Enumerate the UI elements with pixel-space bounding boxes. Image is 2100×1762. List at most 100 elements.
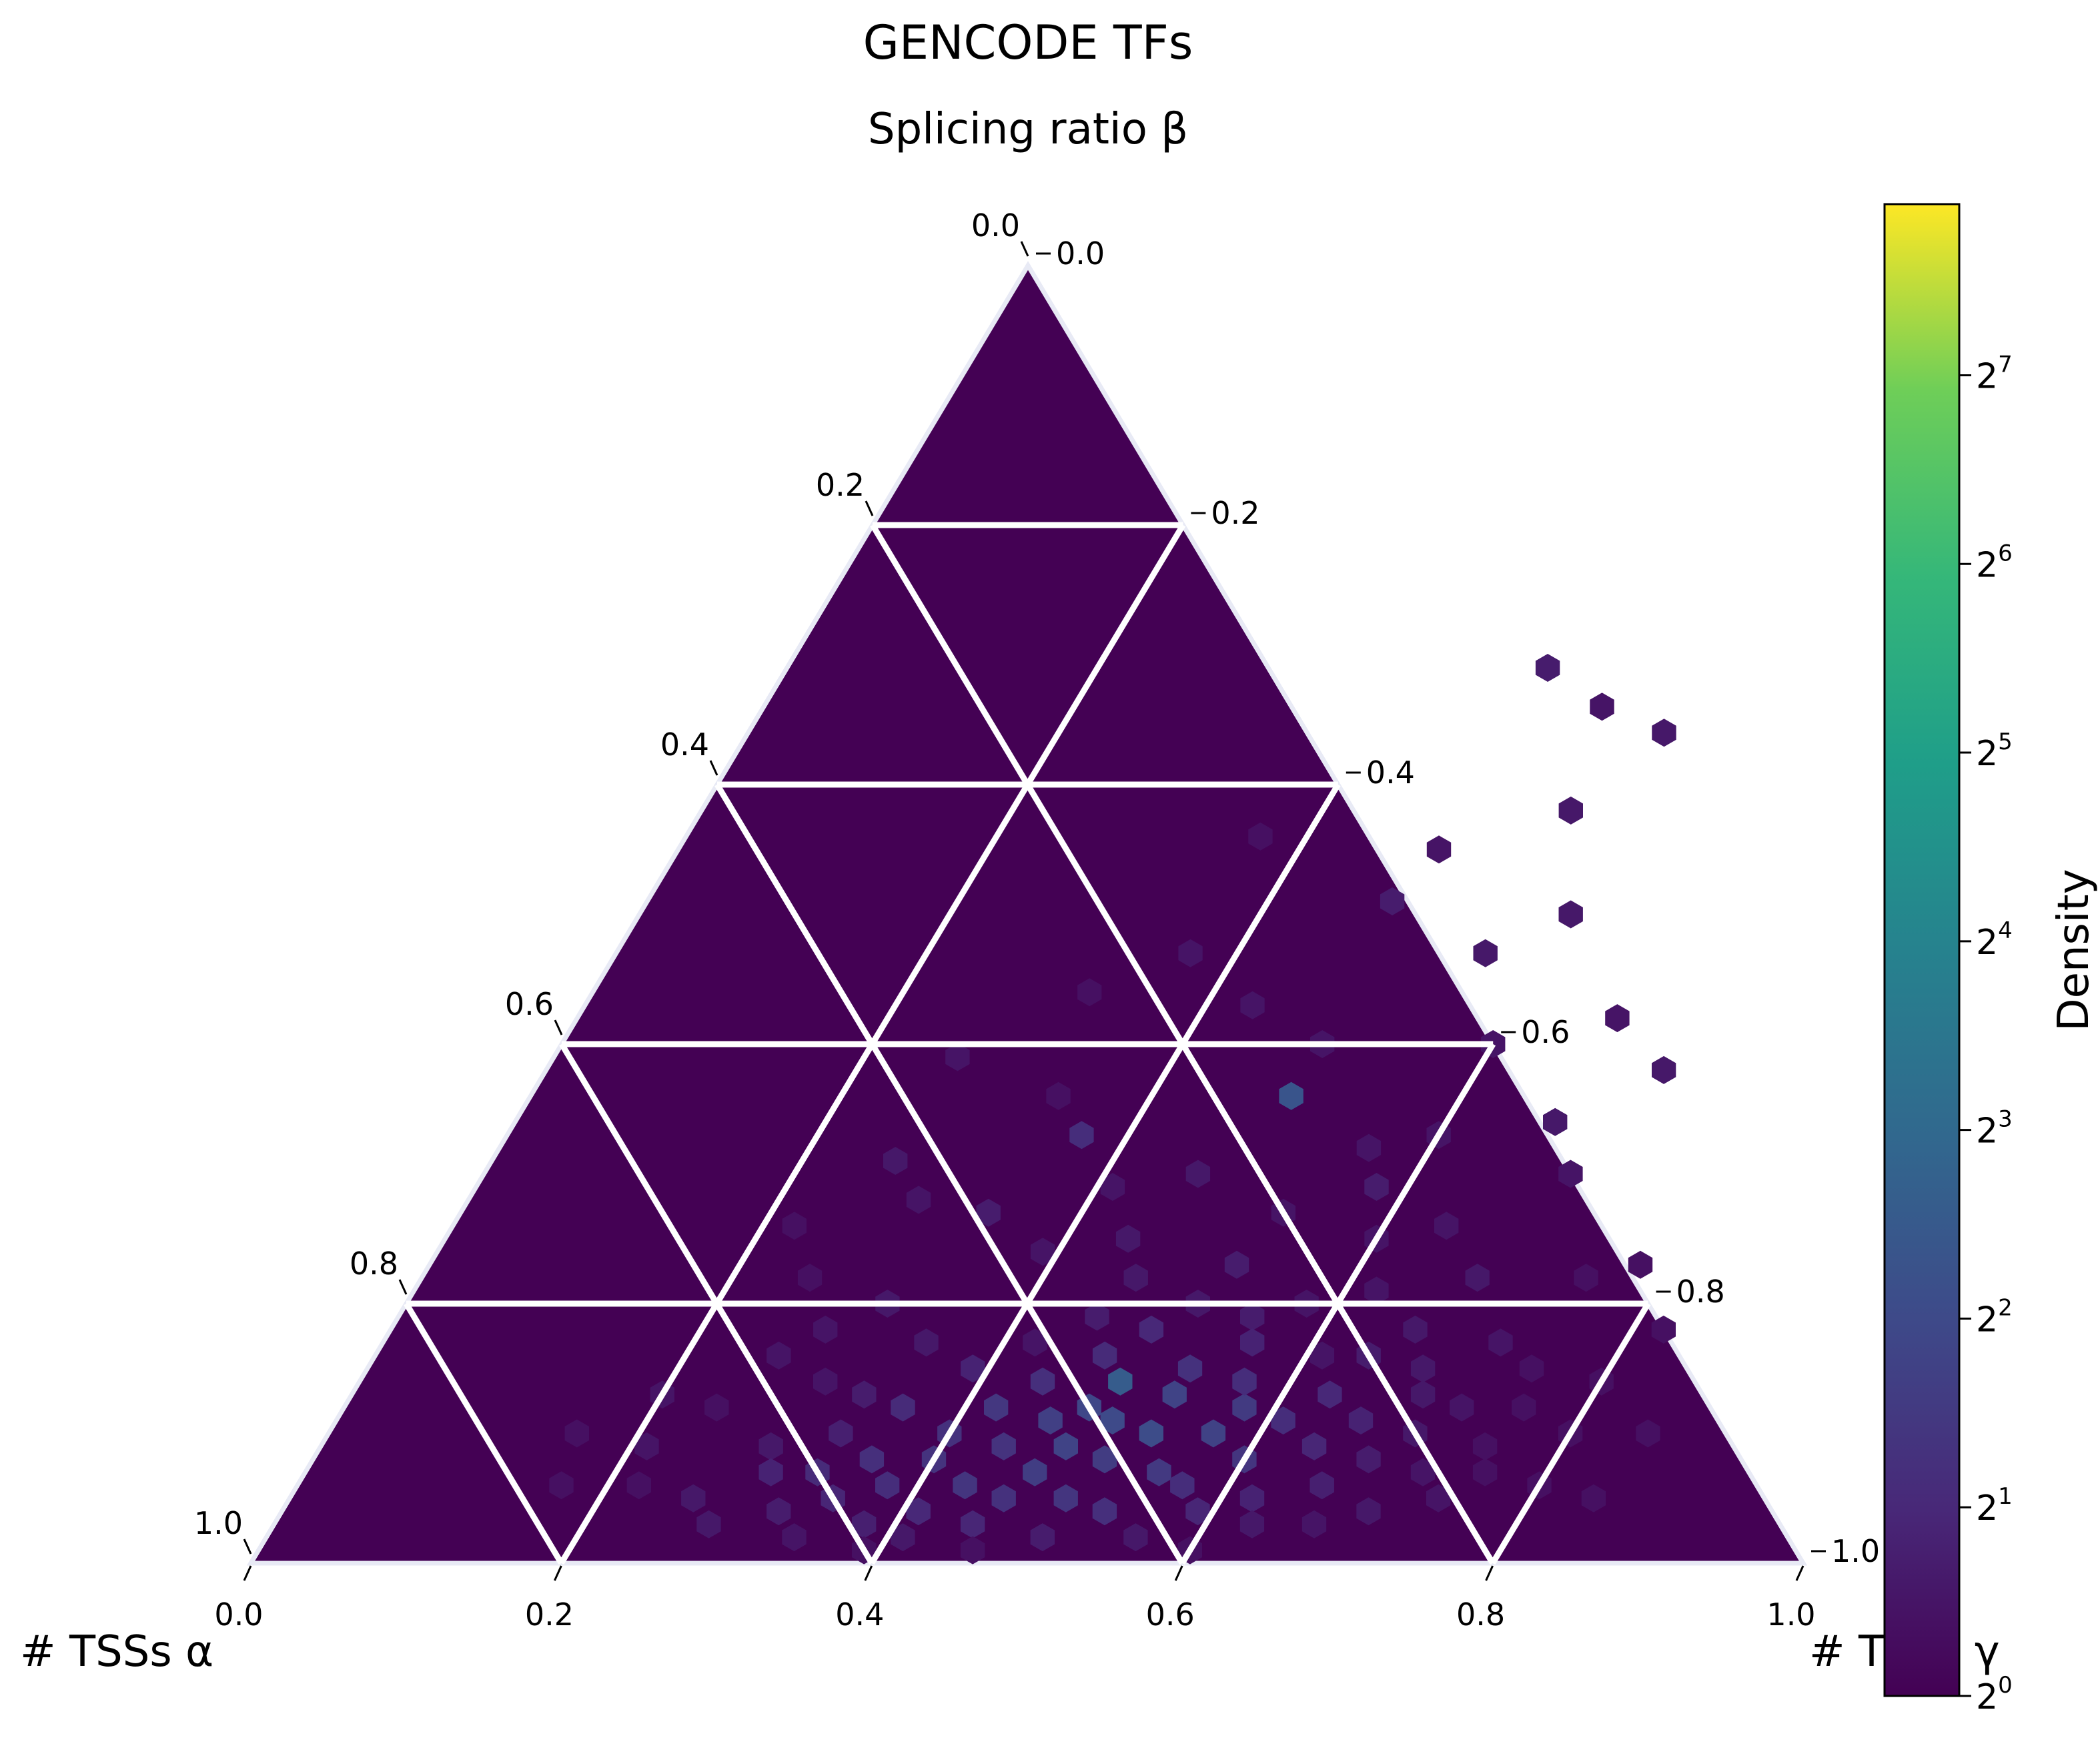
hexbin-109 <box>914 1328 939 1357</box>
hexbin-36 <box>1488 1328 1513 1357</box>
hexbin-67 <box>1348 1406 1374 1435</box>
hexbin-120 <box>960 1536 985 1565</box>
hexbin-4 <box>1380 887 1405 915</box>
hexbin-132 <box>782 1212 807 1240</box>
hexbin-27 <box>906 1186 931 1214</box>
hexbin-101 <box>1410 1380 1436 1409</box>
colorbar-tick-label-6: 26 <box>1976 540 2013 585</box>
tick-label-bottom-3: 0.6 <box>1146 1597 1195 1633</box>
hexbin-78 <box>1170 1471 1195 1500</box>
hexbin-44 <box>813 1367 838 1396</box>
hexbin-5 <box>1558 900 1583 929</box>
tick-label-left-4: 0.8 <box>350 1246 398 1282</box>
tick-mark-bottom-1 <box>554 1565 562 1581</box>
tick-label-right-0: 1.0 <box>1831 1533 1880 1569</box>
hexbin-41 <box>813 1315 838 1344</box>
tick-mark-left-1 <box>865 500 874 516</box>
hexbin-50 <box>984 1393 1009 1422</box>
hexbin-111 <box>1139 1315 1164 1344</box>
hexbin-17 <box>1364 1173 1389 1201</box>
hexbin-105 <box>1092 1341 1117 1370</box>
hexbin-61 <box>1201 1419 1226 1448</box>
tick-mark-left-2 <box>709 760 718 776</box>
tick-label-right-4: 0.2 <box>1211 495 1259 531</box>
hexbin-46 <box>758 1432 783 1460</box>
hexbin-51 <box>991 1432 1016 1460</box>
hexbin-53 <box>1053 1432 1078 1460</box>
colorbar <box>1883 203 1961 1697</box>
ternary-triangle <box>246 261 1808 1566</box>
grid-alpha-2 <box>559 1042 875 1565</box>
hexbin-31 <box>1123 1264 1148 1292</box>
tick-mark-bottom-4 <box>1485 1565 1494 1581</box>
hexbin-84 <box>852 1510 877 1538</box>
hexbin-82 <box>906 1497 931 1526</box>
grid-gamma-2 <box>1179 1042 1496 1565</box>
hexbin-97 <box>1239 1510 1265 1538</box>
hexbin-75 <box>1023 1458 1047 1486</box>
hexbin-138 <box>1248 822 1273 851</box>
tick-label-bottom-4: 0.8 <box>1456 1597 1505 1633</box>
hexbin-64 <box>1271 1406 1295 1435</box>
hexbin-114 <box>1512 1393 1536 1422</box>
hexbin-81 <box>960 1510 985 1538</box>
hexbin-134 <box>1240 991 1265 1019</box>
hexbin-66 <box>1301 1432 1327 1460</box>
hexbin-127 <box>1636 1419 1660 1448</box>
hexbin-38 <box>1410 1354 1436 1383</box>
hexbin-89 <box>758 1458 783 1486</box>
hexbin-20 <box>1652 1055 1676 1084</box>
colorbar-tick-label-2: 22 <box>1976 1294 2013 1340</box>
colorbar-tick-label-4: 24 <box>1976 917 2013 963</box>
tick-label-right-5: 0.0 <box>1056 236 1105 272</box>
hexbin-21 <box>1543 1108 1568 1136</box>
tick-mark-left-5 <box>243 1538 252 1555</box>
tick-label-right-2: 0.6 <box>1521 1014 1570 1050</box>
hexbin-126 <box>549 1471 574 1500</box>
hexbin-77 <box>1092 1497 1117 1526</box>
hexbin-83 <box>875 1471 900 1500</box>
hexbin-68 <box>1356 1445 1381 1474</box>
tick-mark-left-4 <box>398 1279 408 1295</box>
hexbin-43 <box>766 1341 791 1370</box>
hexbin-7 <box>1473 939 1498 967</box>
hexbin-22 <box>1558 1160 1583 1188</box>
hexbin-102 <box>1519 1354 1544 1383</box>
grid-gamma-3 <box>1490 1302 1651 1565</box>
hexbin-0 <box>1535 654 1560 682</box>
ternary-ticks: 0.0 1.0 0.0 0.2 0.8 0.2 0.4 0.6 0.4 0.6 0.4 0.6 0.8 0… <box>194 207 1880 1633</box>
tick-label-left-3: 0.6 <box>505 986 554 1022</box>
hexbin-140 <box>1651 1315 1676 1344</box>
hexbin-55 <box>1108 1367 1133 1396</box>
hexbin-37 <box>1309 1341 1335 1370</box>
hexbin-10 <box>1069 1121 1094 1150</box>
hexbin-96 <box>1123 1523 1148 1552</box>
hexbin-129 <box>1581 1484 1606 1512</box>
hexbin-118 <box>1301 1510 1327 1538</box>
hexbin-45 <box>704 1393 729 1422</box>
hexbin-87 <box>859 1445 885 1474</box>
ternary-grid <box>404 522 1651 1565</box>
hexbin-60 <box>1147 1458 1171 1486</box>
hexbin-92 <box>681 1484 706 1512</box>
hexbin-103 <box>1232 1367 1257 1396</box>
tick-label-right-1: 0.8 <box>1676 1274 1725 1310</box>
tick-label-bottom-5: 1.0 <box>1766 1597 1815 1633</box>
hexbin-107 <box>961 1354 985 1383</box>
hexbin-112 <box>1240 1328 1265 1357</box>
tick-mark-left-0 <box>1020 241 1029 257</box>
hexbin-29 <box>1224 1250 1249 1279</box>
hexbin-42 <box>797 1264 823 1292</box>
tick-label-left-5: 1.0 <box>194 1505 243 1541</box>
hexbin-35 <box>1403 1315 1428 1344</box>
axis-label-left: # TSSs α <box>20 1627 213 1677</box>
hexbin-57 <box>1092 1445 1117 1474</box>
colorbar-tick-label-3: 23 <box>1976 1106 2013 1152</box>
colorbar-ticks: 20 21 22 23 24 25 26 27 <box>1959 351 2013 1717</box>
colorbar-label: Density <box>2049 869 2099 1031</box>
hexbin-33 <box>1240 1302 1265 1331</box>
hexbin-14 <box>1100 1173 1125 1201</box>
hexbin-70 <box>1450 1393 1474 1422</box>
hexbin-94 <box>891 1523 915 1552</box>
hexbin-34 <box>1364 1276 1389 1305</box>
